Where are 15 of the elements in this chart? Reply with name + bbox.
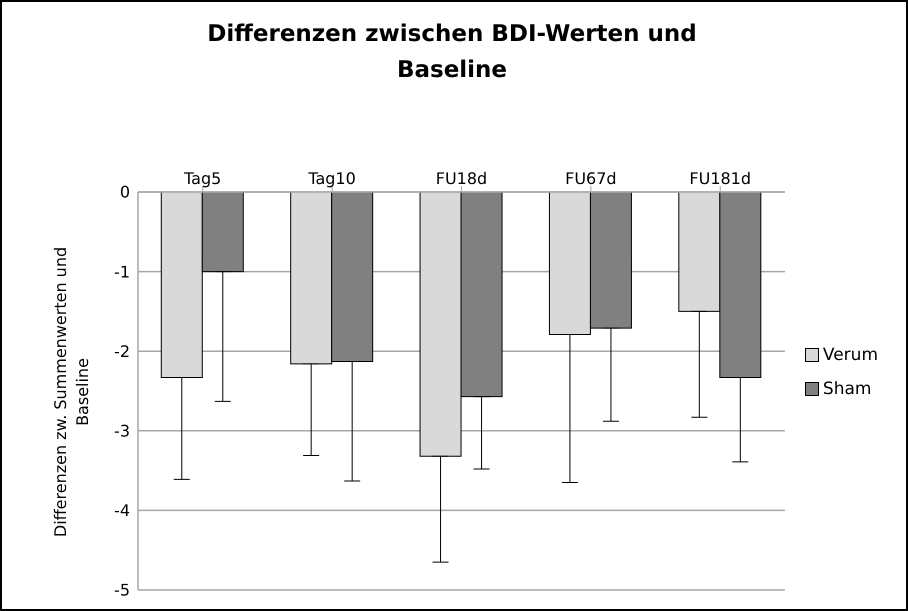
x-tick-label: Tag10	[307, 169, 356, 188]
y-tick-label: 0	[120, 182, 130, 202]
x-tick-label: FU181d	[689, 169, 752, 188]
chart-title: Differenzen zwischen BDI-Werten und Baseline	[206, 20, 698, 85]
legend-label: Sham	[822, 378, 872, 401]
x-tick-label: Tag5	[183, 169, 222, 188]
x-tick-label: FU18d	[436, 169, 488, 188]
x-tick-label: FU67d	[565, 169, 617, 188]
y-tick-label: -2	[114, 342, 130, 361]
y-axis-title: Differenzen zw. Summenwerten und Baseline	[50, 246, 93, 540]
y-tick-label: -5	[114, 580, 130, 600]
y-tick-label: -1	[114, 262, 130, 282]
y-tick-label: -4	[114, 501, 130, 520]
y-tick-label: -3	[114, 421, 130, 440]
legend-label: Verum	[822, 344, 878, 367]
